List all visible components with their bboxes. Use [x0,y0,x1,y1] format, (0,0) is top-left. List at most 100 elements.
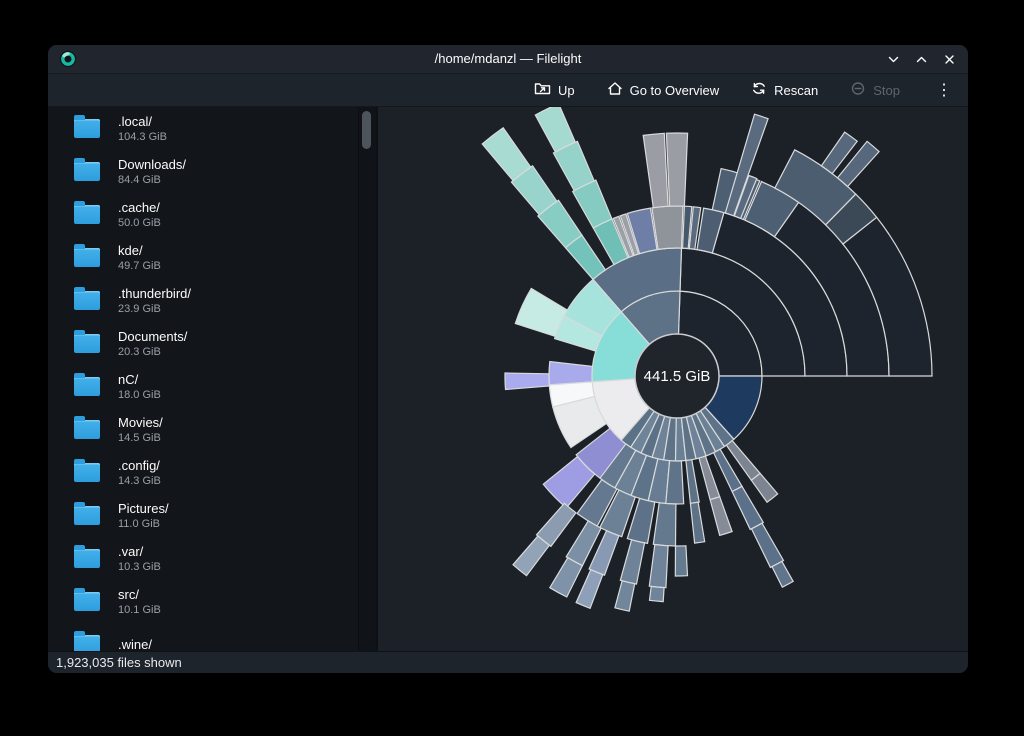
map-segment[interactable] [709,495,733,537]
toolbar: Up Go to Overview Rescan [48,74,968,107]
folder-icon [74,158,100,181]
directory-size: 11.0 GiB [118,518,160,530]
close-button[interactable] [942,52,956,66]
directory-size: 10.1 GiB [118,604,161,616]
list-item[interactable]: .var/10.3 GiB [48,537,358,580]
map-segment[interactable] [689,501,706,544]
map-segment[interactable] [648,585,665,603]
home-icon [607,81,623,99]
list-item[interactable]: Movies/14.5 GiB [48,408,358,451]
rescan-button[interactable]: Rescan [745,78,824,102]
list-item[interactable]: Documents/20.3 GiB [48,322,358,365]
directory-size: 20.3 GiB [118,346,161,358]
directory-name: nC/ [118,372,139,387]
directory-size: 50.0 GiB [118,217,161,229]
directory-name: Movies/ [118,415,163,430]
map-segment[interactable] [685,459,700,504]
map-segment[interactable] [548,556,584,598]
map-segment[interactable] [481,126,532,182]
directory-name: .wine/ [118,637,152,651]
overflow-menu-icon[interactable]: ⋮ [936,82,952,99]
map-segment[interactable] [514,287,569,338]
map-segment[interactable] [724,113,769,217]
list-item[interactable]: Downloads/84.4 GiB [48,150,358,193]
map-segment[interactable] [771,560,795,589]
directory-size: 14.3 GiB [118,475,161,487]
list-item[interactable]: nC/18.0 GiB [48,365,358,408]
map-segment[interactable] [698,455,721,501]
map-segment[interactable] [626,207,658,255]
map-segment[interactable] [836,140,880,188]
map-segment[interactable] [681,205,693,250]
list-item[interactable]: .config/14.3 GiB [48,451,358,494]
map-segment[interactable] [548,360,594,386]
refresh-icon [751,81,767,99]
map-segment[interactable] [750,522,785,569]
list-item[interactable]: .cache/50.0 GiB [48,193,358,236]
folder-icon [74,244,100,267]
map-segment[interactable] [575,568,604,610]
center-total-label: 441.5 GiB [644,368,711,385]
sidebar-scrollbar[interactable] [358,107,378,651]
folder-icon [74,631,100,651]
directory-size: 23.9 GiB [118,303,161,315]
filelight-window: /home/mdanzl — Filelight Up [48,45,968,673]
map-segment[interactable] [665,460,685,505]
map-segment[interactable] [534,107,577,153]
map-segment[interactable] [648,543,669,589]
map-segment[interactable] [731,485,765,531]
map-segment[interactable] [674,545,689,577]
map-segment[interactable] [614,580,636,612]
map-segment[interactable] [665,132,689,207]
directory-name: Pictures/ [118,501,169,516]
map-segment[interactable] [619,213,640,257]
folder-icon [74,330,100,353]
list-item[interactable]: .local/104.3 GiB [48,107,358,150]
stop-label: Stop [873,82,900,98]
go-to-overview-button[interactable]: Go to Overview [601,78,726,102]
map-segment[interactable] [750,472,779,504]
content-area: .local/104.3 GiB Downloads/84.4 GiB .cache… [48,107,968,651]
map-segment[interactable] [652,502,677,547]
stop-button[interactable]: Stop [844,78,906,102]
list-item[interactable]: src/10.1 GiB [48,580,358,623]
up-button[interactable]: Up [528,78,581,102]
minimize-button[interactable] [886,52,900,66]
map-segment[interactable] [688,206,702,250]
map-segment[interactable] [612,215,634,259]
folder-up-icon [534,81,551,99]
map-segment[interactable] [504,372,551,391]
list-item[interactable]: Pictures/11.0 GiB [48,494,358,537]
directory-name: .cache/ [118,200,160,215]
list-item[interactable]: .wine/ [48,623,358,651]
map-segment[interactable] [552,395,608,449]
directory-name: Documents/ [118,329,188,344]
map-segment[interactable] [651,205,684,251]
files-shown-status: 1,923,035 files shown [56,655,182,670]
folder-icon [74,545,100,568]
map-segment[interactable] [576,478,618,527]
scrollbar-thumb[interactable] [362,111,372,149]
maximize-button[interactable] [914,52,928,66]
folder-icon [74,287,100,310]
folder-icon [74,588,100,611]
map-segment[interactable] [733,174,758,220]
directory-size: 84.4 GiB [118,174,161,186]
map-segment[interactable] [642,132,669,209]
map-segment[interactable] [820,131,859,175]
directory-list: .local/104.3 GiB Downloads/84.4 GiB .cache… [48,107,359,651]
map-segment[interactable] [512,535,551,577]
list-item[interactable]: kde/49.7 GiB [48,236,358,279]
directory-name: .config/ [118,458,160,473]
map-segment[interactable] [619,539,646,585]
folder-icon [74,373,100,396]
directory-name: .var/ [118,544,144,559]
map-segment[interactable] [542,455,596,509]
folder-icon [74,459,100,482]
center-circle[interactable] [634,333,720,419]
titlebar: /home/mdanzl — Filelight [48,45,968,74]
directory-size: 10.3 GiB [118,561,161,573]
map-segment[interactable] [774,148,857,226]
list-item[interactable]: .thunderbird/23.9 GiB [48,279,358,322]
window-title: /home/mdanzl — Filelight [434,51,582,66]
